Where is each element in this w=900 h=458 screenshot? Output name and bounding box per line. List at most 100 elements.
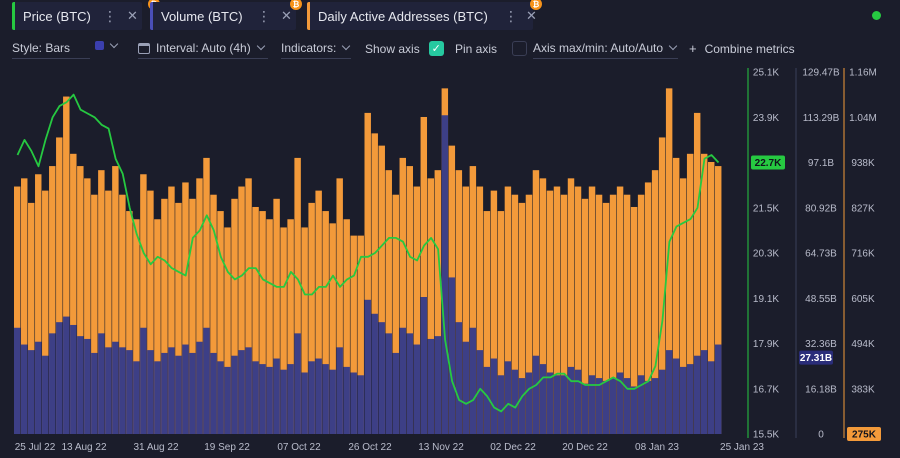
addresses-bar <box>630 206 638 434</box>
addresses-bar <box>504 186 512 434</box>
volume-bar <box>63 316 70 434</box>
volume-bar <box>133 361 140 434</box>
volume-tick-label: 80.92B <box>805 203 837 214</box>
volume-bar <box>406 333 413 434</box>
tab-volume[interactable]: Volume (BTC) ⋮ ✕ ₿ <box>150 0 302 30</box>
volume-bar <box>679 366 687 434</box>
addresses-bar <box>665 88 673 435</box>
interval-dropdown[interactable]: Interval: Auto (4h) <box>138 41 265 55</box>
axis-maxmin-dropdown[interactable]: Axis max/min: Auto/Auto <box>533 41 678 55</box>
volume-bar <box>378 322 385 434</box>
volume-bar <box>147 350 154 434</box>
show-axis-toggle[interactable]: Show axis ✓ <box>365 41 444 56</box>
addresses-bar <box>238 186 245 434</box>
volume-bar <box>196 341 203 434</box>
show-axis-label: Show axis <box>365 41 420 56</box>
volume-bar <box>427 338 435 434</box>
bitcoin-badge-icon: ₿ <box>290 0 302 10</box>
color-picker[interactable] <box>95 39 119 50</box>
tab-price-close-icon[interactable]: ✕ <box>127 8 138 23</box>
combine-metrics-button[interactable]: + Combine metrics <box>689 41 795 56</box>
volume-bar <box>448 277 456 434</box>
volume-bar <box>665 350 673 434</box>
addresses-bar <box>322 211 329 434</box>
addresses-bar <box>154 219 161 434</box>
addresses-bar <box>399 157 406 434</box>
addresses-bar <box>70 153 77 434</box>
addresses-bar <box>707 161 715 435</box>
pin-axis-checkbox[interactable] <box>512 41 528 56</box>
addresses-bar <box>490 190 498 434</box>
addresses-bar <box>98 170 105 435</box>
x-tick-label: 02 Dec 22 <box>490 442 536 453</box>
volume-bar <box>616 372 624 434</box>
tab-daily-active-addresses-menu-icon[interactable]: ⋮ <box>504 7 518 24</box>
addresses-bar <box>651 170 659 435</box>
volume-bar <box>77 336 84 434</box>
volume-bar <box>588 375 596 434</box>
addresses-bar <box>329 223 336 434</box>
volume-bar <box>35 341 42 434</box>
axis-maxmin-label: Axis max/min: Auto/Auto <box>533 41 664 55</box>
metric-tab-bar: Price (BTC) ⋮ ✕ ₿ Volume (BTC) ⋮ ✕ ₿ Dai… <box>0 0 900 34</box>
volume-bar <box>266 366 273 434</box>
volume-bar <box>308 361 315 434</box>
addresses-bar <box>210 194 217 434</box>
addresses-bar <box>406 166 413 434</box>
addresses-bar <box>483 211 491 434</box>
calendar-icon <box>138 42 150 54</box>
addresses-bar <box>196 178 203 434</box>
addresses-bar <box>161 198 168 434</box>
addresses-bar <box>497 211 505 434</box>
pin-axis-toggle[interactable]: Pin axis <box>455 41 528 56</box>
addresses-bar <box>672 157 680 434</box>
addresses-bar <box>84 178 91 434</box>
addresses-bar <box>252 206 259 434</box>
volume-bar <box>392 352 399 434</box>
addresses-bar <box>168 186 175 434</box>
volume-bar <box>231 355 238 434</box>
addresses-bar <box>602 202 610 434</box>
toolbar-underline <box>281 58 351 59</box>
volume-bar <box>714 344 722 434</box>
tab-price-menu-icon[interactable]: ⋮ <box>103 7 117 24</box>
volume-bar <box>56 322 63 434</box>
volume-bar <box>140 327 147 434</box>
volume-bar <box>420 297 428 434</box>
addresses-bar <box>147 190 154 434</box>
addresses-bar <box>595 194 603 434</box>
x-tick-label: 13 Aug 22 <box>61 442 106 453</box>
tab-volume-menu-icon[interactable]: ⋮ <box>257 7 271 24</box>
price-tick-label: 19.1K <box>753 294 779 305</box>
style-dropdown[interactable]: Style: Bars <box>12 41 70 55</box>
tab-daily-active-addresses[interactable]: Daily Active Addresses (BTC) ⋮ ✕ ₿ <box>307 0 542 30</box>
addresses-bar <box>91 194 98 434</box>
volume-bar <box>700 350 708 434</box>
tab-daily-active-addresses-close-icon[interactable]: ✕ <box>526 8 537 23</box>
volume-bar <box>245 347 252 434</box>
volume-tick-label: 129.47B <box>802 68 840 79</box>
pin-axis-label: Pin axis <box>455 41 498 56</box>
addresses-bar <box>259 211 266 434</box>
price-tick-label: 25.1K <box>753 68 779 79</box>
show-axis-checkbox[interactable]: ✓ <box>428 41 444 56</box>
bitcoin-badge-icon: ₿ <box>530 0 542 10</box>
addresses-bar <box>133 219 140 434</box>
volume-bar <box>399 327 406 434</box>
addresses-bar <box>686 153 694 434</box>
indicators-label: Indicators: <box>281 41 337 55</box>
addresses-bar <box>273 198 280 434</box>
addresses-bar <box>469 166 477 434</box>
addresses-bar <box>616 186 624 434</box>
tab-volume-label: Volume (BTC) <box>161 8 243 24</box>
volume-bar <box>539 364 547 434</box>
addresses-bar <box>287 219 294 434</box>
indicators-dropdown[interactable]: Indicators: <box>281 41 351 55</box>
price-tick-label: 15.5K <box>753 430 779 441</box>
volume-bar <box>315 358 322 434</box>
addresses-bar <box>714 166 722 434</box>
tab-volume-close-icon[interactable]: ✕ <box>281 8 292 23</box>
x-tick-label: 31 Aug 22 <box>133 442 178 453</box>
addresses-bar <box>637 194 645 434</box>
